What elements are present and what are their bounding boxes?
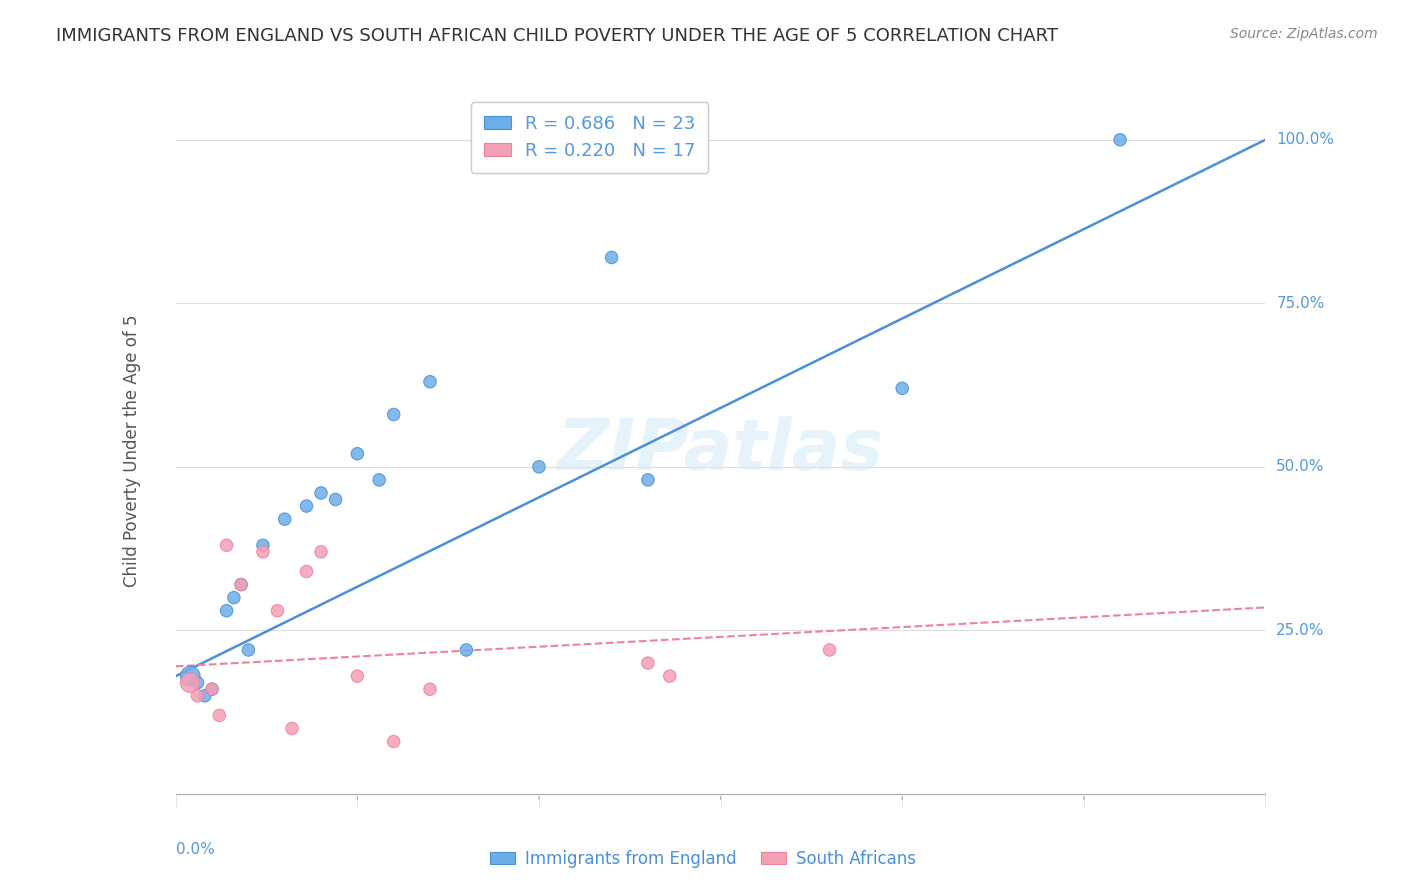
Point	[295, 565, 318, 579]
Point	[309, 486, 332, 500]
Point	[637, 656, 659, 670]
Point	[309, 545, 332, 559]
Point	[346, 669, 368, 683]
Point	[382, 734, 405, 748]
Text: 0.0%: 0.0%	[176, 842, 215, 857]
Point	[600, 251, 623, 265]
Point	[456, 643, 478, 657]
Point	[419, 682, 441, 697]
Point	[222, 591, 245, 605]
Point	[215, 604, 238, 618]
Point	[658, 669, 681, 683]
Point	[215, 538, 238, 552]
Text: ZIPatlas: ZIPatlas	[557, 416, 884, 485]
Point	[252, 545, 274, 559]
Point	[295, 499, 318, 513]
Point	[179, 675, 201, 690]
Point	[201, 682, 224, 697]
Point	[325, 492, 347, 507]
Point	[382, 408, 405, 422]
Point	[346, 447, 368, 461]
Point	[419, 375, 441, 389]
Point	[527, 459, 550, 474]
Text: Child Poverty Under the Age of 5: Child Poverty Under the Age of 5	[124, 314, 141, 587]
Point	[818, 643, 841, 657]
Point	[368, 473, 391, 487]
Point	[194, 689, 217, 703]
Point	[238, 643, 260, 657]
Point	[208, 708, 231, 723]
Text: 50.0%: 50.0%	[1277, 459, 1324, 475]
Point	[252, 538, 274, 552]
Point	[201, 682, 224, 697]
Text: Source: ZipAtlas.com: Source: ZipAtlas.com	[1230, 27, 1378, 41]
Legend: R = 0.686   N = 23, R = 0.220   N = 17: R = 0.686 N = 23, R = 0.220 N = 17	[471, 103, 709, 173]
Text: 75.0%: 75.0%	[1277, 296, 1324, 310]
Point	[266, 604, 288, 618]
Point	[186, 689, 209, 703]
Point	[637, 473, 659, 487]
Point	[231, 577, 253, 591]
Point	[179, 669, 201, 683]
Point	[274, 512, 297, 526]
Point	[231, 577, 253, 591]
Point	[186, 675, 209, 690]
Legend: Immigrants from England, South Africans: Immigrants from England, South Africans	[484, 844, 922, 875]
Point	[281, 722, 304, 736]
Text: 100.0%: 100.0%	[1277, 132, 1334, 147]
Point	[891, 381, 914, 395]
Text: 25.0%: 25.0%	[1277, 623, 1324, 638]
Text: IMMIGRANTS FROM ENGLAND VS SOUTH AFRICAN CHILD POVERTY UNDER THE AGE OF 5 CORREL: IMMIGRANTS FROM ENGLAND VS SOUTH AFRICAN…	[56, 27, 1059, 45]
Point	[1109, 133, 1132, 147]
